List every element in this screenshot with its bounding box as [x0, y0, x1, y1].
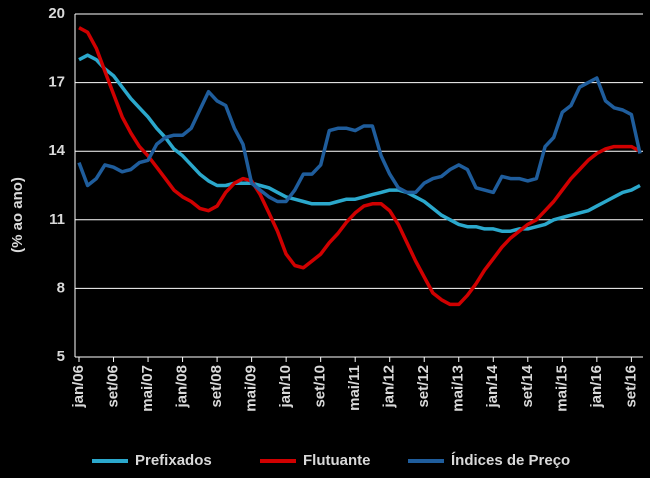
x-tick-label: set/16	[622, 365, 639, 408]
x-tick-label: mai/09	[243, 365, 260, 412]
y-tick-label: 11	[49, 211, 65, 228]
x-tick-label: set/12	[415, 365, 432, 408]
legend-label: Índices de Preço	[451, 452, 570, 469]
y-tick-label: 5	[57, 348, 65, 365]
series-line	[78, 53, 641, 233]
y-tick-label: 14	[48, 142, 65, 159]
y-tick-label: 20	[48, 5, 65, 22]
x-tick-label: jan/12	[381, 365, 398, 409]
y-tick-label: 8	[57, 279, 65, 296]
legend-label: Prefixados	[135, 452, 212, 469]
x-tick-label: mai/07	[139, 365, 156, 412]
x-tick-label: jan/10	[277, 365, 294, 409]
x-tick-label: set/14	[519, 364, 536, 407]
x-tick-label: jan/14	[484, 364, 501, 408]
legend-label: Flutuante	[303, 452, 371, 469]
x-tick-label: set/10	[312, 365, 329, 408]
x-tick-label: set/06	[104, 365, 121, 408]
series-line	[77, 76, 642, 204]
series-line	[78, 26, 641, 307]
x-tick-label: mai/11	[346, 365, 363, 411]
y-axis-label: (% ao ano)	[9, 177, 26, 253]
x-tick-label: jan/16	[588, 365, 605, 409]
x-tick-label: mai/13	[450, 365, 467, 412]
x-tick-label: jan/06	[70, 365, 87, 409]
x-tick-label: set/08	[208, 365, 225, 408]
x-tick-label: mai/15	[553, 365, 570, 412]
y-tick-label: 17	[48, 74, 65, 91]
x-tick-label: jan/08	[174, 365, 191, 409]
